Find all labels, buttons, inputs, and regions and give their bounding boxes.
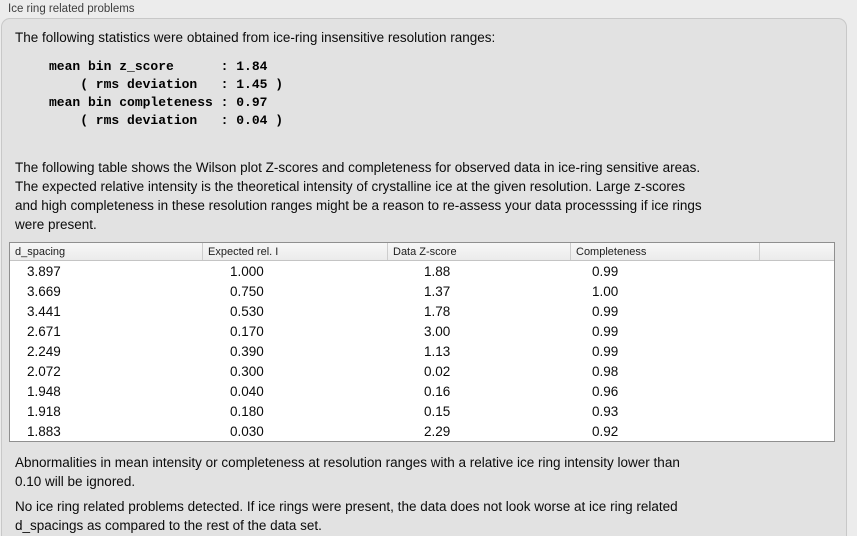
table-cell: 0.93 (592, 403, 619, 419)
table-cell (759, 301, 834, 321)
table-cell: 0.750 (230, 283, 264, 299)
table-cell (759, 421, 834, 441)
table-cell: 0.390 (230, 343, 264, 359)
table-cell: 0.99 (592, 303, 619, 319)
table-row[interactable]: 1.883 0.030 2.29 0.92 (10, 421, 834, 441)
table-cell: 3.897 (27, 263, 61, 279)
column-header-data-z-score[interactable]: Data Z-score (387, 243, 570, 260)
table-cell: 0.98 (592, 363, 619, 379)
table-row[interactable]: 2.249 0.390 1.13 0.99 (10, 341, 834, 361)
table-body: 3.897 1.000 1.88 0.99 3.669 0.750 1.37 1.00 3.44… (10, 261, 834, 441)
table-cell: 0.99 (592, 263, 619, 279)
table-cell (759, 261, 834, 281)
table-cell (759, 321, 834, 341)
table-cell: 0.040 (230, 383, 264, 399)
table-row[interactable]: 1.948 0.040 0.16 0.96 (10, 381, 834, 401)
table-cell: 1.918 (27, 403, 61, 419)
table-description: The following table shows the Wilson plo… (15, 160, 702, 232)
table-cell: 1.948 (27, 383, 61, 399)
column-header-d-spacing[interactable]: d_spacing (15, 246, 66, 258)
table-cell (759, 401, 834, 421)
table-cell (759, 381, 834, 401)
table-cell: 0.99 (592, 323, 619, 339)
column-header-completeness[interactable]: Completeness (570, 243, 759, 260)
table-cell: 0.92 (592, 423, 619, 439)
table-row[interactable]: 3.441 0.530 1.78 0.99 (10, 301, 834, 321)
table-cell: 0.180 (230, 403, 264, 419)
table-cell: 3.441 (27, 303, 61, 319)
table-cell (759, 341, 834, 361)
table-cell: 0.030 (230, 423, 264, 439)
ice-ring-panel: The following statistics were obtained f… (1, 18, 847, 536)
table-cell (759, 361, 834, 381)
table-cell: 1.37 (424, 283, 451, 299)
table-row[interactable]: 3.897 1.000 1.88 0.99 (10, 261, 834, 281)
table-cell: 2.072 (27, 363, 61, 379)
table-cell: 1.88 (424, 263, 451, 279)
conclusion-note: No ice ring related problems detected. I… (15, 499, 678, 533)
table-cell: 0.16 (424, 383, 451, 399)
ice-ring-table[interactable]: d_spacing Expected rel. I Data Z-score Comp… (9, 242, 835, 442)
table-cell: 2.249 (27, 343, 61, 359)
table-cell: 2.29 (424, 423, 451, 439)
intro-text: The following statistics were obtained f… (15, 30, 496, 45)
table-row[interactable]: 1.918 0.180 0.15 0.93 (10, 401, 834, 421)
table-cell: 3.00 (424, 323, 451, 339)
table-row[interactable]: 2.072 0.300 0.02 0.98 (10, 361, 834, 381)
table-cell: 0.170 (230, 323, 264, 339)
table-row[interactable]: 2.671 0.170 3.00 0.99 (10, 321, 834, 341)
abnormalities-note: Abnormalities in mean intensity or compl… (15, 455, 680, 489)
column-header-empty-4[interactable] (759, 243, 834, 260)
table-cell: 1.13 (424, 343, 451, 359)
table-cell: 2.671 (27, 323, 61, 339)
table-cell: 1.78 (424, 303, 451, 319)
table-cell: 0.96 (592, 383, 619, 399)
table-cell: 0.02 (424, 363, 451, 379)
table-cell: 0.300 (230, 363, 264, 379)
table-cell: 1.00 (592, 283, 619, 299)
stats-block: mean bin z_score : 1.84 ( rms deviation … (49, 59, 284, 128)
table-cell: 0.99 (592, 343, 619, 359)
table-header-row: d_spacing Expected rel. I Data Z-score Comp… (10, 243, 834, 261)
table-cell: 1.000 (230, 263, 264, 279)
table-row[interactable]: 3.669 0.750 1.37 1.00 (10, 281, 834, 301)
table-cell: 0.530 (230, 303, 264, 319)
table-cell: 3.669 (27, 283, 61, 299)
table-cell: 0.15 (424, 403, 451, 419)
column-header-expected-rel-i[interactable]: Expected rel. I (202, 243, 387, 260)
table-cell: 1.883 (27, 423, 61, 439)
table-cell (759, 281, 834, 301)
groupbox-title: Ice ring related problems (8, 3, 135, 15)
